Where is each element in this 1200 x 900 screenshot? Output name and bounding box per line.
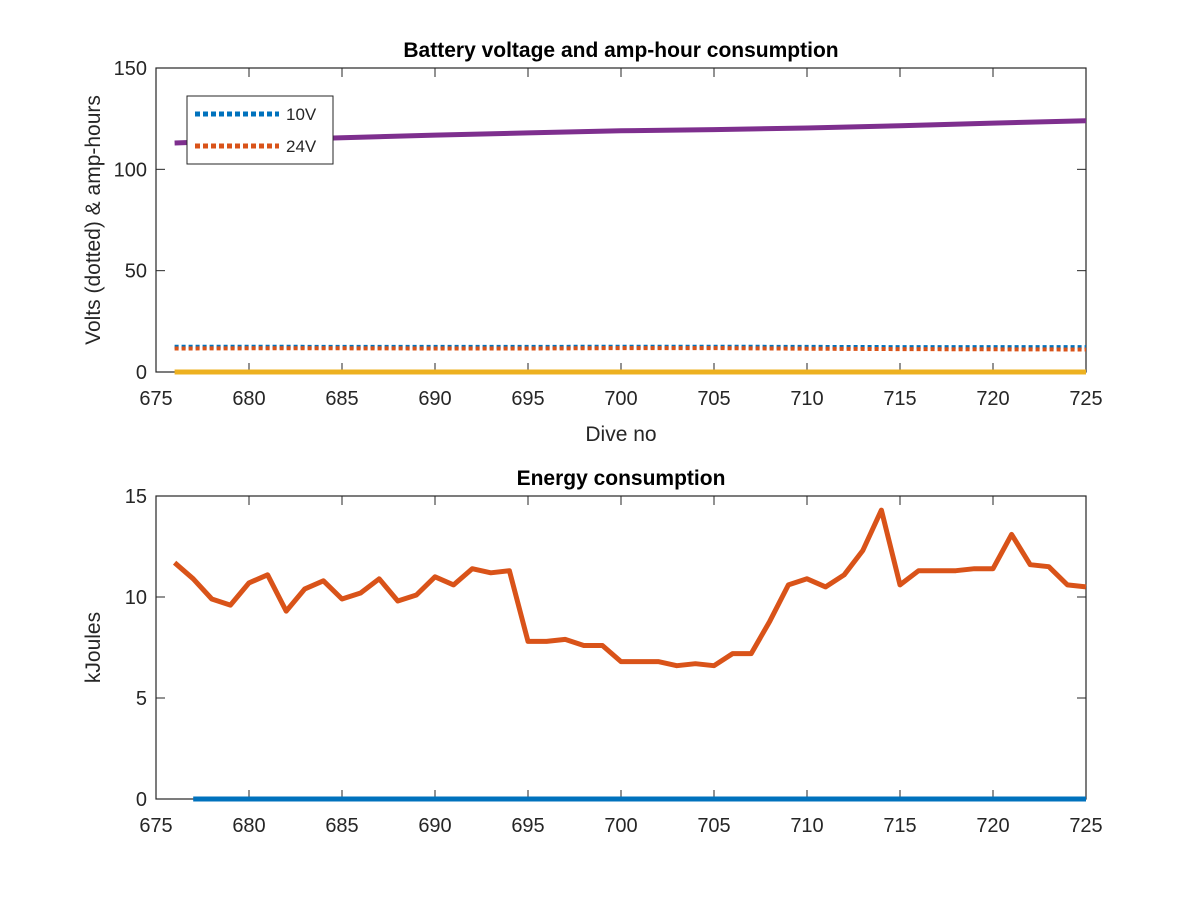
series-line-24v (174, 346, 1087, 352)
x-tick-label: 690 (418, 815, 451, 837)
y-tick-label: 15 (125, 486, 147, 508)
voltage-amp-hour-chart: 675 680 685 690 695 700 705 710 715 720 725 0 50 100 1… (82, 39, 1103, 446)
x-tick-label: 685 (325, 388, 358, 410)
x-tick-label: 680 (232, 815, 265, 837)
y-tick-label: 10 (125, 587, 147, 609)
x-tick-label: 695 (511, 815, 544, 837)
y-tick-label: 150 (114, 58, 147, 80)
x-tick-label: 720 (976, 815, 1009, 837)
series-line-1 (172, 507, 1087, 669)
axes-box (155, 495, 1087, 800)
chart-title: Energy consumption (517, 467, 726, 490)
x-tick-label: 700 (604, 815, 637, 837)
chart-title: Battery voltage and amp-hour consumption (403, 39, 838, 62)
x-tick-label: 710 (790, 388, 823, 410)
x-axis-label: Dive no (585, 423, 656, 446)
x-tick-label: 680 (232, 388, 265, 410)
y-axis-label: Volts (dotted) & amp-hours (82, 95, 105, 345)
x-tick-label: 705 (697, 815, 730, 837)
x-tick-label: 685 (325, 815, 358, 837)
legend-box (186, 95, 334, 165)
x-tick-label: 710 (790, 815, 823, 837)
x-tick-label: 715 (883, 815, 916, 837)
x-tick-label: 725 (1069, 388, 1102, 410)
x-tick-label: 675 (139, 815, 172, 837)
x-tick-label: 720 (976, 388, 1009, 410)
x-tick-label: 715 (883, 388, 916, 410)
x-tick-label: 725 (1069, 815, 1102, 837)
y-tick-label: 50 (125, 261, 147, 283)
x-tick-label: 700 (604, 388, 637, 410)
y-axis-label: kJoules (82, 612, 105, 683)
x-tick-label: 695 (511, 388, 544, 410)
x-tick-label: 675 (139, 388, 172, 410)
x-tick-label: 705 (697, 388, 730, 410)
legend: 10V 24V (186, 95, 334, 165)
energy-consumption-chart: 675 680 685 690 695 700 705 710 715 720 725 0 5 10 15 E… (82, 467, 1103, 837)
y-tick-label: 0 (136, 789, 147, 811)
y-tick-label: 100 (114, 159, 147, 181)
legend-label-24v: 24V (286, 137, 317, 156)
y-tick-label: 5 (136, 688, 147, 710)
legend-label-10v: 10V (286, 105, 317, 124)
y-tick-label: 0 (136, 362, 147, 384)
x-tick-label: 690 (418, 388, 451, 410)
